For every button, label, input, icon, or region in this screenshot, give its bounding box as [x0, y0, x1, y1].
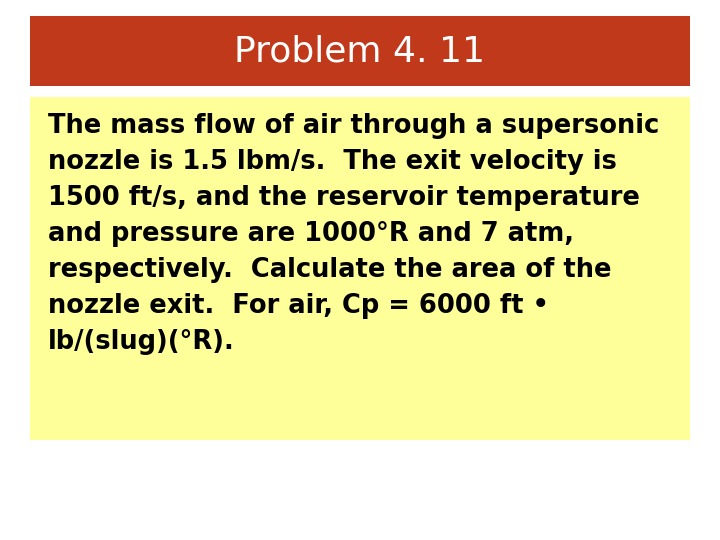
- FancyBboxPatch shape: [30, 16, 690, 86]
- FancyBboxPatch shape: [30, 97, 690, 440]
- Text: Problem 4. 11: Problem 4. 11: [235, 35, 485, 68]
- Text: The mass flow of air through a supersonic
nozzle is 1.5 lbm/s.  The exit velocit: The mass flow of air through a supersoni…: [48, 113, 660, 355]
